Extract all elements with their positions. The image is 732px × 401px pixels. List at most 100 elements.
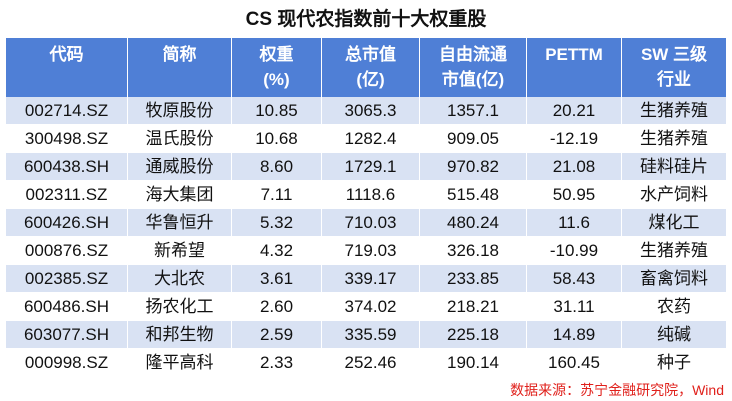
table-cell: 生猪养殖 <box>622 237 727 265</box>
table-cell: 牧原股份 <box>128 97 232 125</box>
table-cell: 58.43 <box>527 265 622 293</box>
table-cell: 160.45 <box>527 349 622 377</box>
table-cell: 002714.SZ <box>6 97 128 125</box>
table-cell: 300498.SZ <box>6 125 128 153</box>
table-cell: 3.61 <box>232 265 322 293</box>
table-row: 600426.SH 华鲁恒升 5.32 710.03 480.24 11.6 煤化工 <box>6 209 727 237</box>
table-cell: 1282.4 <box>322 125 420 153</box>
table-cell: 2.59 <box>232 321 322 349</box>
table-cell: 海大集团 <box>128 181 232 209</box>
table-row: 600438.SH 通威股份 8.60 1729.1 970.82 21.08 硅料硅片 <box>6 153 727 181</box>
header-text: 总市值 <box>345 45 396 64</box>
table-cell: 225.18 <box>420 321 527 349</box>
table-cell: 2.33 <box>232 349 322 377</box>
table-cell: 水产饲料 <box>622 181 727 209</box>
header-text: (%) <box>263 70 290 89</box>
table-cell: 硅料硅片 <box>622 153 727 181</box>
table-row: 002714.SZ 牧原股份 10.85 3065.3 1357.1 20.21 生猪养殖 <box>6 97 727 125</box>
table-cell: 335.59 <box>322 321 420 349</box>
table-row: 300498.SZ 温氏股份 10.68 1282.4 909.05 -12.19 生猪养殖 <box>6 125 727 153</box>
table-cell: 970.82 <box>420 153 527 181</box>
table-cell: 温氏股份 <box>128 125 232 153</box>
table-cell: 50.95 <box>527 181 622 209</box>
table-cell: 4.32 <box>232 237 322 265</box>
table-row: 600486.SH 扬农化工 2.60 374.02 218.21 31.11 农药 <box>6 293 727 321</box>
table-cell: 生猪养殖 <box>622 125 727 153</box>
table-cell: 通威股份 <box>128 153 232 181</box>
title: CS 现代农指数前十大权重股 <box>245 9 487 30</box>
table-row: 603077.SH 和邦生物 2.59 335.59 225.18 14.89 纯碱 <box>6 321 727 349</box>
table-cell: 218.21 <box>420 293 527 321</box>
source-note: 数据来源：苏宁金融研究院，Wind <box>510 382 724 398</box>
table-cell: 8.60 <box>232 153 322 181</box>
table-cell: 21.08 <box>527 153 622 181</box>
header-cell: 简称 <box>128 38 232 97</box>
header-row: 代码 简称 权重 (%) 总市值 (亿) 自由流通市值(亿) PETTM SW 三级行业 <box>6 38 727 97</box>
table-cell: 190.14 <box>420 349 527 377</box>
table-cell: 000998.SZ <box>6 349 128 377</box>
table-cell: 农药 <box>622 293 727 321</box>
table-cell: 纯碱 <box>622 321 727 349</box>
table-cell: 3065.3 <box>322 97 420 125</box>
table-cell: 719.03 <box>322 237 420 265</box>
header-text: 行业 <box>657 70 691 89</box>
table-cell: 603077.SH <box>6 321 128 349</box>
header-text: 简称 <box>162 45 197 64</box>
table-cell: 1118.6 <box>322 181 420 209</box>
table-cell: 339.17 <box>322 265 420 293</box>
table-cell: 326.18 <box>420 237 527 265</box>
table-cell: 000876.SZ <box>6 237 128 265</box>
table-cell: 生猪养殖 <box>622 97 727 125</box>
table-cell: 畜禽饲料 <box>622 265 727 293</box>
table-cell: 种子 <box>622 349 727 377</box>
table-cell: 233.85 <box>420 265 527 293</box>
header-cell: 自由流通市值(亿) <box>420 38 527 97</box>
table-cell: 10.68 <box>232 125 322 153</box>
header-cell: SW 三级行业 <box>622 38 727 97</box>
table-cell: 480.24 <box>420 209 527 237</box>
table-row: 000998.SZ 隆平高科 2.33 252.46 190.14 160.45 种子 <box>6 349 727 377</box>
table-cell: 710.03 <box>322 209 420 237</box>
table-cell: 252.46 <box>322 349 420 377</box>
table-cell: 20.21 <box>527 97 622 125</box>
header-cell: 总市值 (亿) <box>322 38 420 97</box>
header-cell: 代码 <box>6 38 128 97</box>
header-text: 自由流通 <box>439 45 507 64</box>
table-cell: 10.85 <box>232 97 322 125</box>
header-cell: 权重 (%) <box>232 38 322 97</box>
table-cell: 7.11 <box>232 181 322 209</box>
table-cell: 600486.SH <box>6 293 128 321</box>
table-cell: 5.32 <box>232 209 322 237</box>
table-cell: 和邦生物 <box>128 321 232 349</box>
header-cell: PETTM <box>527 38 622 97</box>
header-text: SW 三级 <box>640 45 708 64</box>
header-text: (亿) <box>356 70 385 89</box>
table-cell: 11.6 <box>527 209 622 237</box>
table-cell: 600438.SH <box>6 153 128 181</box>
table-row: 002385.SZ 大北农 3.61 339.17 233.85 58.43 畜禽饲料 <box>6 265 727 293</box>
table-cell: 扬农化工 <box>128 293 232 321</box>
table-cell: 600426.SH <box>6 209 128 237</box>
table-cell: -10.99 <box>527 237 622 265</box>
table-cell: 煤化工 <box>622 209 727 237</box>
table-cell: 909.05 <box>420 125 527 153</box>
table-row: 002311.SZ 海大集团 7.11 1118.6 515.48 50.95 水产饲料 <box>6 181 727 209</box>
table-cell: 2.60 <box>232 293 322 321</box>
table-row: 000876.SZ 新希望 4.32 719.03 326.18 -10.99 生猪养殖 <box>6 237 727 265</box>
table-cell: 002311.SZ <box>6 181 128 209</box>
table-cell: 002385.SZ <box>6 265 128 293</box>
table-cell: -12.19 <box>527 125 622 153</box>
table-cell: 新希望 <box>128 237 232 265</box>
table-cell: 1729.1 <box>322 153 420 181</box>
header-text: 权重 <box>259 45 294 64</box>
table-cell: 隆平高科 <box>128 349 232 377</box>
header-text: 市值(亿) <box>441 70 505 89</box>
header-text: 代码 <box>49 45 84 64</box>
table: 代码 简称 权重 (%) 总市值 (亿) 自由流通 市值(亿) PETTM SW 三级 行业 0027… <box>6 38 727 377</box>
table-cell: 大北农 <box>128 265 232 293</box>
header-text: PETTM <box>545 45 603 64</box>
table-cell: 14.89 <box>527 321 622 349</box>
table-cell: 31.11 <box>527 293 622 321</box>
table-cell: 374.02 <box>322 293 420 321</box>
